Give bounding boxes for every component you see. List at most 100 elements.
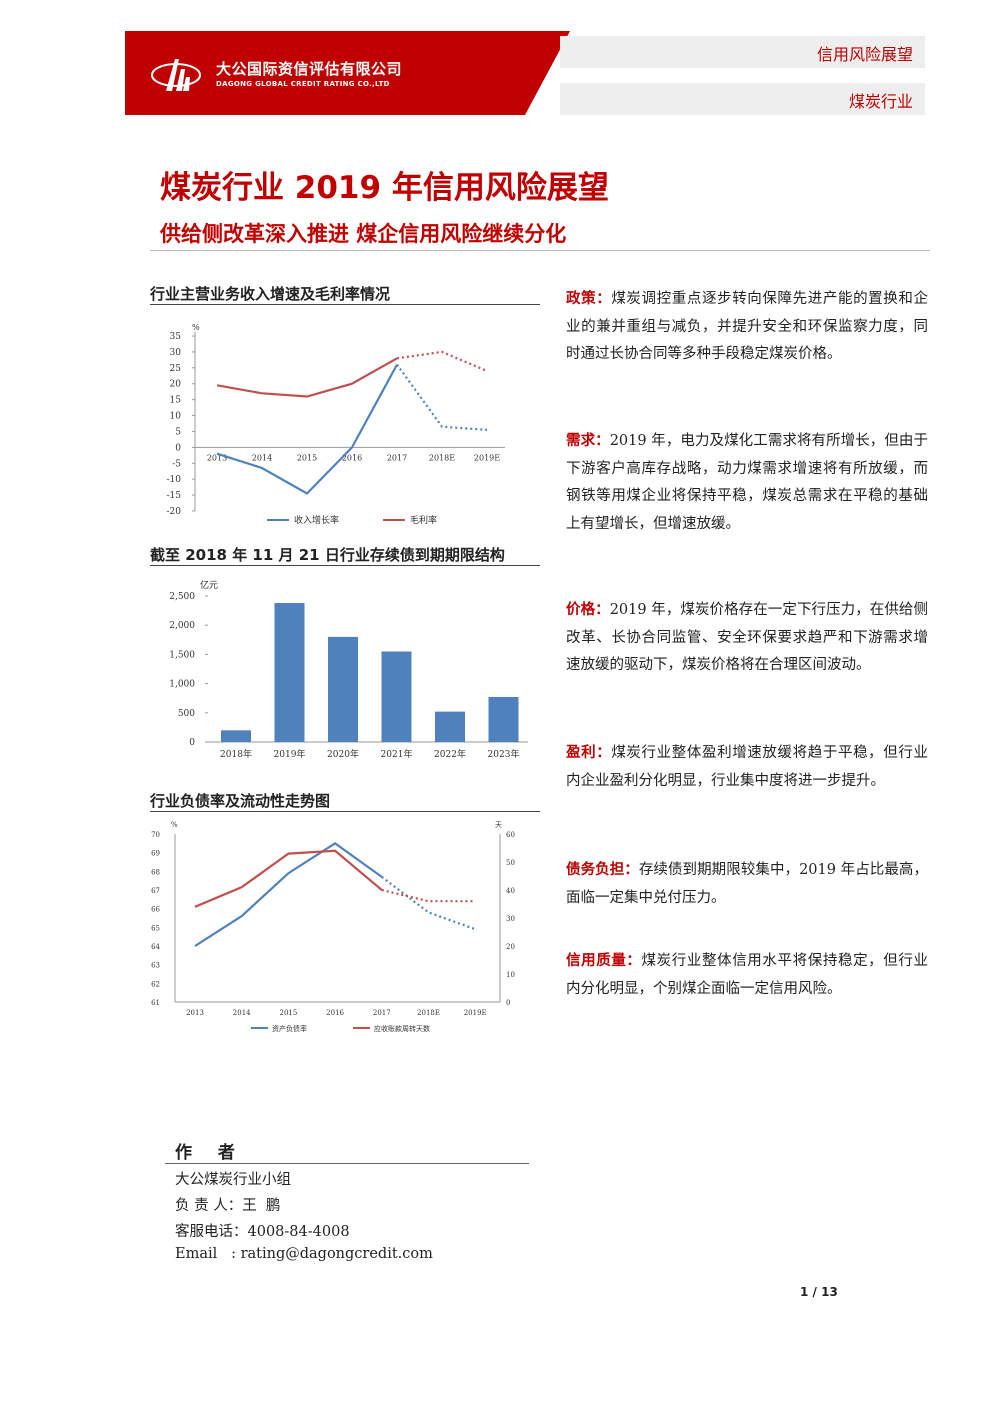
- chart3-left-tick: 68: [151, 868, 160, 876]
- chart1-y-tick: 5: [175, 427, 181, 437]
- author-group: 大公煤炭行业小组: [175, 1172, 291, 1188]
- chart2-bar: [221, 730, 251, 742]
- chart1-x-tick: 2016: [342, 453, 362, 462]
- company-name-en: DAGONG GLOBAL CREDIT RATING CO.,LTD: [216, 80, 390, 88]
- chart1-y-tick: 10: [170, 412, 182, 422]
- chart3-left-tick: 66: [151, 906, 160, 914]
- chart1-unit-label: %: [192, 323, 200, 332]
- chart3-left-tick: 70: [151, 831, 160, 839]
- company-logo-icon: [151, 59, 201, 91]
- chart1-legend-label: 毛利率: [410, 514, 437, 526]
- chart1-y-tick: -5: [172, 459, 181, 469]
- chart2-unit-label: 亿元: [200, 579, 218, 591]
- section-price-key: 价格：: [566, 602, 610, 618]
- chart2-title-rule: [150, 565, 540, 566]
- chart3-left-tick: 62: [151, 980, 160, 988]
- section-profit-key: 盈利：: [566, 745, 612, 761]
- chart1-y-tick: 35: [170, 332, 182, 342]
- chart3-left-tick: 61: [151, 999, 160, 1007]
- chart1-x-tick: 2017: [387, 453, 407, 462]
- chart2-y-tick: 0: [189, 738, 195, 748]
- chart2-y-tick: 2,000: [169, 621, 195, 631]
- chart3-title: 行业负债率及流动性走势图: [150, 792, 331, 810]
- chart3-right-tick: 60: [506, 831, 515, 839]
- chart2-bar: [328, 636, 358, 742]
- section-price-text: 2019 年，煤炭价格存在一定下行压力，在供给侧改革、长协合同监管、安全环保要求…: [566, 602, 928, 673]
- chart1-x-tick: 2018E: [429, 453, 455, 462]
- chart3-x-tick: 2017: [373, 1009, 391, 1017]
- chart1-y-tick: -15: [167, 491, 182, 501]
- header-tag-industry-label: 煤炭行业: [848, 92, 913, 111]
- page-title: 煤炭行业 2019 年信用风险展望: [160, 170, 609, 206]
- chart3-x-tick: 2015: [279, 1009, 297, 1017]
- chart3-right-tick: 10: [506, 971, 515, 979]
- chart1-x-tick: 2014: [252, 453, 272, 462]
- author-email: Email : rating@dagongcredit.com: [175, 1246, 433, 1262]
- chart2-x-tick: 2020年: [327, 748, 359, 760]
- chart3-right-tick: 50: [506, 859, 515, 867]
- chart3-series-debt-ratio-forecast-line: [381, 876, 476, 931]
- chart2-x-tick: 2021年: [381, 748, 413, 760]
- chart3-right-tick: 20: [506, 943, 515, 951]
- chart-bond-maturity: 亿元 0 500 1,000 1,500 2,000 2,500 2018年 2019年 2020…: [169, 579, 528, 760]
- chart3-right-tick: 0: [506, 999, 510, 1007]
- chart1-series-revenue-line: [216, 364, 398, 495]
- chart2-y-tick: 500: [178, 709, 195, 719]
- header-tag-report-type-label: 信用风险展望: [816, 45, 913, 64]
- chart3-x-tick: 2016: [326, 1009, 344, 1017]
- author-heading: 作 者: [175, 1143, 245, 1163]
- chart3-left-tick: 69: [151, 850, 160, 858]
- chart1-x-tick: 2013: [207, 453, 227, 462]
- header-banner: [125, 31, 570, 115]
- section-demand-key: 需求：: [566, 433, 610, 449]
- chart3-left-tick: 64: [151, 943, 160, 951]
- chart3-right-tick: 40: [506, 887, 515, 895]
- section-policy-key: 政策：: [566, 291, 612, 307]
- chart3-right-tick: 30: [506, 915, 515, 923]
- chart1-series-margin-line: [216, 357, 398, 398]
- chart3-x-tick: 2014: [233, 1009, 251, 1017]
- chart1-y-tick: -10: [167, 475, 182, 485]
- section-profit-text: 煤炭行业整体盈利增速放缓将趋于平稳，但行业内企业盈利分化明显，行业集中度将进一步…: [566, 745, 929, 789]
- section-demand-text: 2019 年，电力及煤化工需求将有所增长，但由于下游客户高库存战略，动力煤需求增…: [566, 433, 928, 532]
- chart3-x-tick: 2013: [186, 1009, 204, 1017]
- chart2-bar: [488, 697, 519, 742]
- title-divider: [150, 250, 930, 251]
- chart1-title: 行业主营业务收入增速及毛利率情况: [150, 285, 391, 303]
- chart2-title: 截至 2018 年 11 月 21 日行业存续债到期期限结构: [150, 546, 505, 564]
- chart3-right-unit: 天: [495, 821, 502, 829]
- author-divider: [165, 1163, 529, 1164]
- section-profit: 盈利：煤炭行业整体盈利增速放缓将趋于平稳，但行业内企业盈利分化明显，行业集中度将…: [566, 740, 928, 795]
- chart2-x-tick: 2022年: [434, 748, 466, 760]
- company-name-cn: 大公国际资信评估有限公司: [216, 60, 403, 78]
- chart3-series-turnover-forecast-line: [381, 888, 476, 903]
- section-credit-quality: 信用质量：煤炭行业整体信用水平将保持稳定，但行业内分化明显，个别煤企面临一定信用…: [566, 948, 928, 1003]
- section-policy: 政策：煤炭调控重点逐步转向保障先进产能的置换和企业的兼并重组与减负，并提升安全和…: [566, 286, 928, 369]
- page-subtitle: 供给侧改革深入推进 煤企信用风险继续分化: [160, 222, 567, 246]
- chart2-bar: [381, 651, 412, 742]
- chart2-y-tick: 1,500: [169, 650, 195, 660]
- header-tag-report-type: 信用风险展望: [560, 36, 925, 68]
- chart1-x-tick: 2019E: [474, 453, 500, 462]
- chart2-x-tick: 2019年: [274, 748, 306, 760]
- chart3-left-tick: 67: [151, 887, 160, 895]
- chart2-bar: [274, 603, 305, 742]
- chart1-y-tick: 0: [175, 443, 181, 453]
- section-credit-quality-text: 煤炭行业整体信用水平将保持稳定，但行业内分化明显，个别煤企面临一定信用风险。: [566, 953, 929, 997]
- chart2-x-tick: 2018年: [220, 748, 252, 760]
- chart1-title-rule: [150, 304, 540, 305]
- section-debt: 债务负担：存续债到期期限较集中，2019 年占比最高，面临一定集中兑付压力。: [566, 857, 928, 912]
- section-demand: 需求：2019 年，电力及煤化工需求将有所增长，但由于下游客户高库存战略，动力煤…: [566, 428, 928, 538]
- page-number: 1 / 13: [800, 1285, 838, 1299]
- chart2-x-tick: 2023年: [488, 748, 520, 760]
- section-policy-text: 煤炭调控重点逐步转向保障先进产能的置换和企业的兼并重组与减负，并提升安全和环保监…: [566, 291, 929, 362]
- section-credit-quality-key: 信用质量：: [566, 953, 642, 969]
- chart3-legend-label: 应收账款周转天数: [374, 1024, 430, 1033]
- chart3-series-debt-ratio-line: [194, 841, 383, 947]
- section-debt-key: 债务负担：: [566, 862, 639, 878]
- chart1-y-tick: 15: [170, 396, 182, 406]
- chart3-legend-label: 资产负债率: [272, 1024, 307, 1033]
- header-tag-industry: 煤炭行业: [560, 83, 925, 115]
- chart3-left-tick: 65: [151, 924, 160, 932]
